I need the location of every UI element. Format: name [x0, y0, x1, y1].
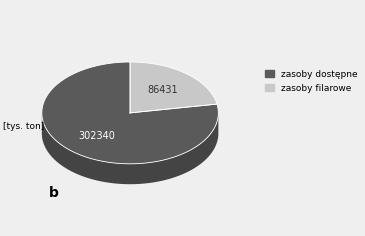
Polygon shape [42, 62, 218, 164]
Text: 86431: 86431 [148, 85, 178, 95]
Text: 302340: 302340 [79, 131, 116, 140]
Legend: zasoby dostępne, zasoby filarowe: zasoby dostępne, zasoby filarowe [263, 68, 360, 94]
Text: b: b [49, 186, 59, 200]
Polygon shape [130, 62, 217, 113]
Polygon shape [42, 113, 218, 184]
Text: [tys. ton]: [tys. ton] [3, 122, 44, 131]
